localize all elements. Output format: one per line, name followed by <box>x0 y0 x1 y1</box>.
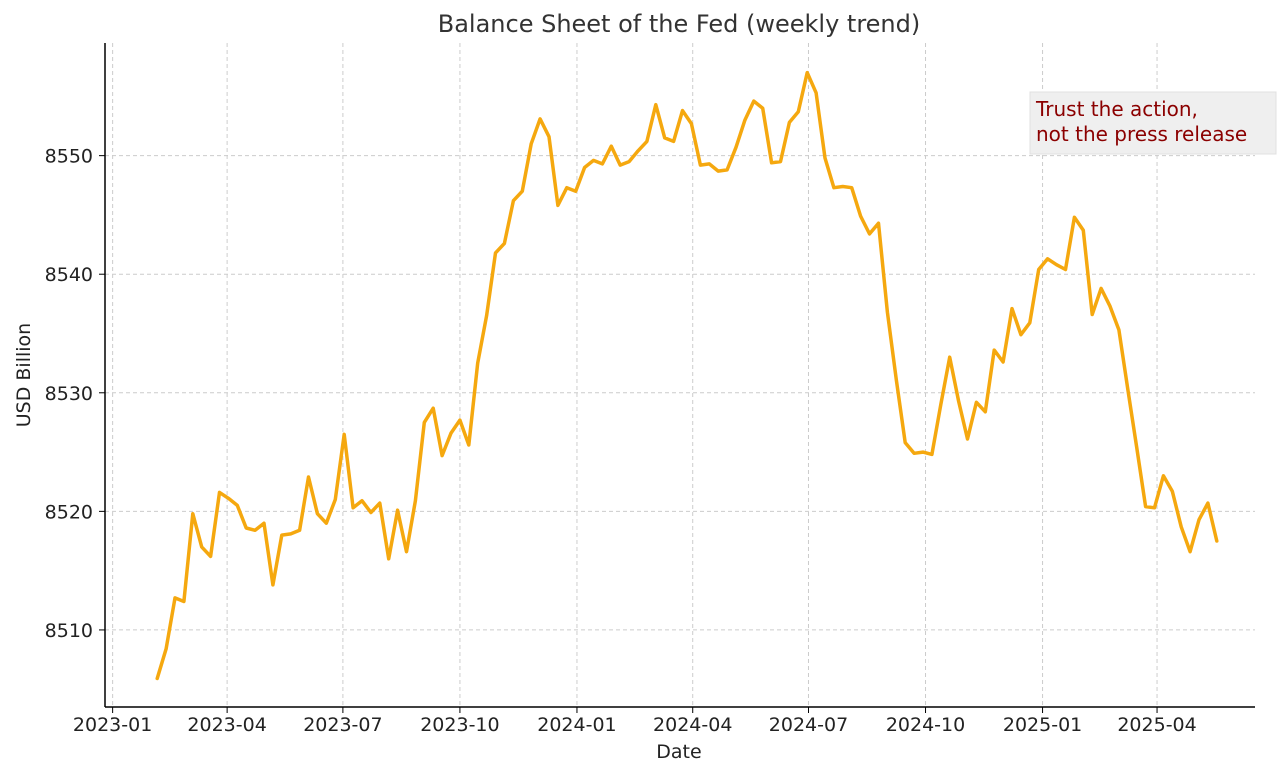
gridlines <box>105 43 1255 707</box>
x-tick-label: 2024-10 <box>886 714 965 736</box>
x-tick-label: 2025-04 <box>1117 714 1196 736</box>
y-tick-label: 8510 <box>45 620 93 642</box>
series-group <box>155 70 1219 681</box>
x-tick-label: 2023-01 <box>73 714 152 736</box>
y-axis-label: USD Billion <box>13 323 35 427</box>
x-tick-label: 2024-01 <box>537 714 616 736</box>
x-tick-label: 2024-04 <box>653 714 732 736</box>
chart-title: Balance Sheet of the Fed (weekly trend) <box>438 10 921 38</box>
annotation-line-2: not the press release <box>1036 122 1247 146</box>
x-tick-label: 2025-01 <box>1003 714 1082 736</box>
x-tick-label: 2023-04 <box>187 714 266 736</box>
y-tick-label: 8540 <box>45 264 93 286</box>
annotation-background <box>1029 91 1277 155</box>
y-tick-label: 8550 <box>45 146 93 168</box>
ticks: 2023-01 2023-04 2023-07 2023-10 2024-01 2024-… <box>45 146 1197 736</box>
axes <box>104 43 1255 708</box>
x-tick-label: 2023-10 <box>420 714 499 736</box>
annotation-line-1: Trust the action, <box>1035 97 1198 121</box>
x-tick-label: 2024-07 <box>769 714 848 736</box>
y-tick-label: 8520 <box>45 501 93 523</box>
y-tick-label: 8530 <box>45 383 93 405</box>
x-axis-label: Date <box>656 741 701 763</box>
annotation-box: Trust the action, not the press release <box>1029 91 1277 155</box>
series-line <box>155 70 1219 681</box>
x-tick-label: 2023-07 <box>303 714 382 736</box>
